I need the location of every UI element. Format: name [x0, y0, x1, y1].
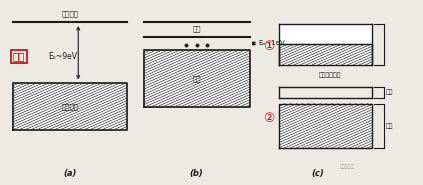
Text: 导带全空: 导带全空 — [61, 10, 78, 17]
Bar — [279, 44, 372, 65]
Text: (c): (c) — [311, 169, 324, 178]
Bar — [13, 83, 127, 130]
Text: ①: ① — [263, 40, 274, 53]
Text: (a): (a) — [63, 169, 77, 178]
Text: 价带全满: 价带全满 — [61, 103, 78, 110]
Bar — [144, 50, 250, 107]
Text: ②: ② — [263, 112, 274, 125]
Text: 导带部分填满: 导带部分填满 — [319, 72, 341, 78]
Text: 价带: 价带 — [192, 75, 201, 82]
Text: 导带: 导带 — [192, 25, 201, 32]
Bar — [279, 104, 372, 148]
Text: 禁带: 禁带 — [13, 51, 25, 61]
Text: 河矽芯学室: 河矽芯学室 — [340, 164, 354, 169]
Text: 价带: 价带 — [386, 123, 394, 129]
Text: Eₒ~1eV: Eₒ~1eV — [258, 41, 285, 46]
Text: Eₒ~9eV: Eₒ~9eV — [49, 52, 78, 61]
Text: 导带: 导带 — [386, 90, 394, 95]
Text: (b): (b) — [190, 169, 203, 178]
